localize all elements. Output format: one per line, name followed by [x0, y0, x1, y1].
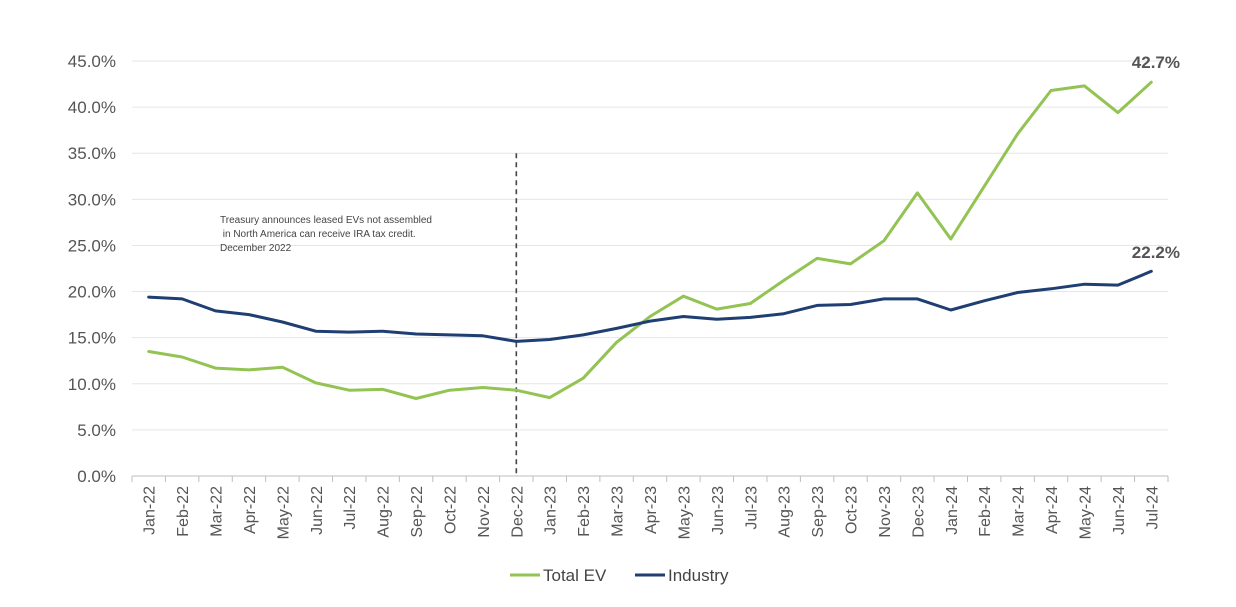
- y-tick-label: 35.0%: [68, 144, 116, 163]
- y-tick-label: 20.0%: [68, 283, 116, 302]
- x-tick-label: Jul-24: [1144, 486, 1161, 530]
- x-tick-label: Jul-22: [342, 486, 359, 530]
- x-tick-label: Mar-24: [1011, 486, 1028, 537]
- x-tick-label: Oct-22: [442, 486, 459, 534]
- x-tick-label: Feb-24: [977, 486, 994, 537]
- x-tick-label: Jan-23: [543, 486, 560, 535]
- x-tick-label: Nov-22: [476, 486, 493, 538]
- x-tick-label: Jun-22: [309, 486, 326, 535]
- x-tick-label: Jun-24: [1111, 486, 1128, 535]
- legend-item-total-ev: Total EV: [510, 566, 607, 585]
- annotation: Treasury announces leased EVs not assemb…: [220, 215, 432, 254]
- y-tick-label: 40.0%: [68, 98, 116, 117]
- x-tick-label: Feb-23: [576, 486, 593, 537]
- y-tick-label: 30.0%: [68, 190, 116, 209]
- legend-item-industry: Industry: [635, 566, 729, 585]
- x-tick-label: Apr-22: [242, 486, 259, 534]
- legend-label-total-ev: Total EV: [543, 566, 607, 585]
- x-tick-label: Apr-23: [643, 486, 660, 534]
- x-tick-label: May-23: [676, 486, 693, 539]
- x-tick-label: Jul-23: [743, 486, 760, 530]
- x-tick-label: Apr-24: [1044, 486, 1061, 534]
- annotation-line-1: Treasury announces leased EVs not assemb…: [220, 215, 432, 226]
- x-axis-ticks: Jan-22 Feb-22 Mar-22 Apr-22 May-22 Jun-22 Jul-…: [131, 475, 1169, 539]
- x-tick-label: Oct-23: [844, 486, 861, 534]
- x-tick-label: Feb-22: [175, 486, 192, 537]
- x-tick-label: Jan-22: [142, 486, 159, 535]
- x-tick-label: Jun-23: [710, 486, 727, 535]
- end-label-industry: 22.2%: [1132, 243, 1180, 262]
- y-tick-label: 45.0%: [68, 52, 116, 71]
- x-tick-label: Nov-23: [877, 486, 894, 538]
- series-line-industry: [147, 269, 1153, 343]
- x-tick-label: Mar-22: [209, 486, 226, 537]
- series-lines: [147, 80, 1153, 400]
- x-tick-label: Dec-22: [509, 486, 526, 538]
- x-tick-label: May-22: [275, 486, 292, 539]
- series-line-total-ev: [147, 80, 1153, 400]
- x-tick-label: Mar-23: [610, 486, 627, 537]
- legend: Total EV Industry: [510, 566, 729, 585]
- y-axis-ticks: 0.0% 5.0% 10.0% 15.0% 20.0% 25.0% 30.0% 35.0% 40…: [68, 52, 116, 486]
- x-tick-label: Aug-23: [777, 486, 794, 538]
- gridlines: [132, 60, 1168, 431]
- y-tick-label: 0.0%: [77, 467, 116, 486]
- x-tick-label: May-24: [1077, 486, 1094, 539]
- x-tick-label: Sep-22: [409, 486, 426, 538]
- y-tick-label: 15.0%: [68, 329, 116, 348]
- end-label-total-ev: 42.7%: [1132, 53, 1180, 72]
- y-tick-label: 25.0%: [68, 236, 116, 255]
- legend-label-industry: Industry: [668, 566, 729, 585]
- x-tick-label: Aug-22: [376, 486, 393, 538]
- x-tick-label: Jan-24: [944, 486, 961, 535]
- annotation-line-2: in North America can receive IRA tax cre…: [220, 229, 416, 240]
- x-tick-label: Sep-23: [810, 486, 827, 538]
- x-tick-label: Dec-23: [910, 486, 927, 538]
- y-tick-label: 5.0%: [77, 421, 116, 440]
- y-tick-label: 10.0%: [68, 375, 116, 394]
- annotation-line-3: December 2022: [220, 243, 292, 254]
